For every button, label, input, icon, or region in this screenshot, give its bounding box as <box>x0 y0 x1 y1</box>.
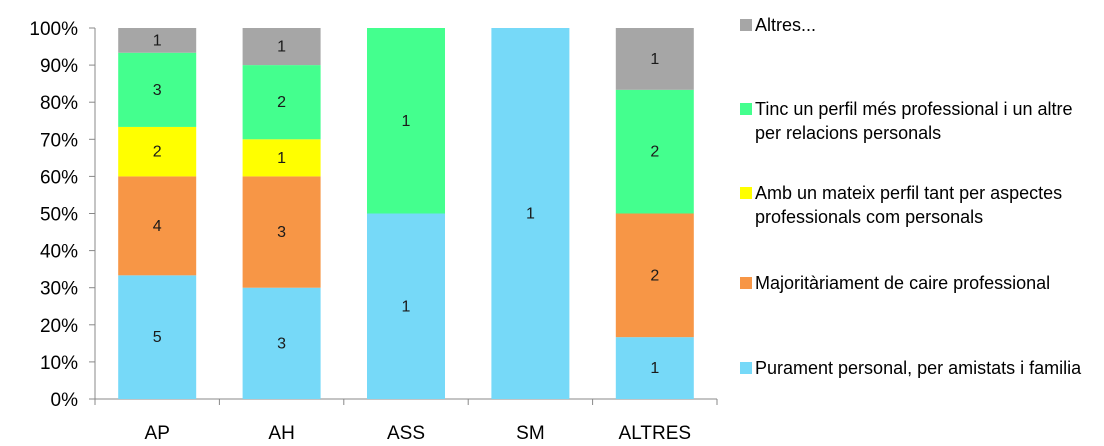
legend: Altres... Tinc un perfil més professional… <box>740 0 1100 441</box>
bar-segment <box>615 213 694 338</box>
data-label: 1 <box>402 113 411 130</box>
data-labels-layer: 5 4 2 3 1 3 3 1 2 1 1 1 1 1 2 2 1 <box>153 32 660 377</box>
legend-item: Purament personal, per amistats i famili… <box>740 356 1100 380</box>
data-label: 2 <box>277 94 286 111</box>
x-category-label: AP <box>145 423 170 441</box>
legend-item: Altres... <box>740 13 1100 37</box>
legend-label: Purament personal, per amistats i famili… <box>755 358 1082 378</box>
bar-segment <box>242 287 321 399</box>
bar-segment <box>242 65 321 140</box>
y-tick-label: 0% <box>51 390 79 411</box>
y-tick-label: 100% <box>29 19 78 40</box>
legend-swatch <box>740 187 752 199</box>
data-label: 2 <box>153 144 162 161</box>
data-label: 5 <box>153 329 162 346</box>
data-label: 3 <box>277 224 286 241</box>
y-tick-label: 70% <box>40 130 78 151</box>
x-category-label: SM <box>516 423 545 441</box>
data-label: 1 <box>650 360 659 377</box>
legend-label: Tinc un perfil més professional i un alt… <box>755 99 1073 143</box>
y-tick-label: 40% <box>40 242 78 263</box>
x-category-label: AH <box>268 423 294 441</box>
data-label: 1 <box>277 39 286 56</box>
legend-swatch <box>740 19 752 31</box>
data-label: 1 <box>650 51 659 68</box>
data-label: 4 <box>153 218 162 235</box>
data-label: 3 <box>277 335 286 352</box>
y-tick-label: 20% <box>40 316 78 337</box>
bars-layer <box>118 28 694 399</box>
bar-segment <box>118 126 197 177</box>
bar-segment <box>491 28 570 399</box>
legend-swatch <box>740 362 752 374</box>
x-category-label: ALTRES <box>619 423 692 441</box>
y-tick-label: 50% <box>40 205 78 226</box>
x-category-label: ASS <box>387 423 425 441</box>
axes-layer: 0% 10% 20% 30% 40% 50% 60% 70% 80% 90% 100% AP AH ASS… <box>29 19 718 444</box>
bar-segment <box>615 89 694 214</box>
legend-item: Majoritàriament de caire professional <box>740 271 1100 295</box>
y-tick-label: 80% <box>40 93 78 114</box>
bar-segment <box>118 176 197 276</box>
bar-segment <box>242 139 321 177</box>
bar-segment <box>242 28 321 66</box>
legend-label: Majoritàriament de caire professional <box>755 273 1051 293</box>
y-tick-label: 10% <box>40 353 78 374</box>
bar-segment <box>118 28 197 53</box>
legend-item: Tinc un perfil més professional i un alt… <box>740 97 1100 145</box>
data-label: 1 <box>277 150 286 167</box>
legend-label: Amb un mateix perfil tant per aspectes p… <box>755 183 1063 227</box>
legend-item: Amb un mateix perfil tant per aspectes p… <box>740 181 1100 229</box>
data-label: 2 <box>650 267 659 284</box>
bar-segment <box>615 337 694 399</box>
bar-segment <box>118 52 197 127</box>
data-label: 2 <box>650 144 659 161</box>
y-tick-label: 30% <box>40 279 78 300</box>
bar-segment <box>367 28 445 214</box>
legend-swatch <box>740 277 752 289</box>
data-label: 3 <box>153 82 162 99</box>
data-label: 1 <box>526 206 535 223</box>
data-label: 1 <box>402 298 411 315</box>
data-label: 1 <box>153 32 162 49</box>
bar-segment <box>118 275 197 399</box>
legend-label: Altres... <box>755 15 817 35</box>
bar-segment <box>367 213 445 399</box>
legend-swatch <box>740 103 752 115</box>
y-tick-label: 60% <box>40 167 78 188</box>
bar-segment <box>615 28 694 90</box>
chart-canvas: 0% 10% 20% 30% 40% 50% 60% 70% 80% 90% 100% AP AH ASS… <box>29 19 718 444</box>
bar-segment <box>242 176 321 288</box>
y-tick-label: 90% <box>40 56 78 77</box>
